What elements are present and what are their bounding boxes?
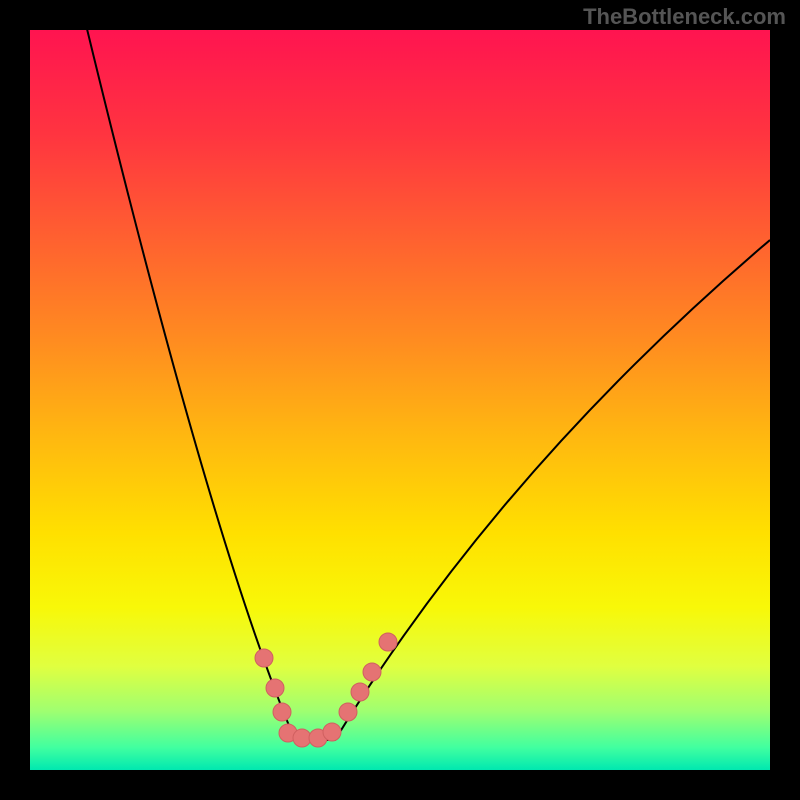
data-marker: [363, 663, 381, 681]
data-marker: [351, 683, 369, 701]
bottleneck-chart: [0, 0, 800, 800]
data-marker: [266, 679, 284, 697]
data-marker: [273, 703, 291, 721]
data-marker: [379, 633, 397, 651]
data-marker: [293, 729, 311, 747]
chart-frame: TheBottleneck.com: [0, 0, 800, 800]
data-marker: [255, 649, 273, 667]
data-marker: [339, 703, 357, 721]
data-marker: [323, 723, 341, 741]
chart-gradient-background: [30, 30, 770, 770]
watermark-text: TheBottleneck.com: [583, 4, 786, 30]
